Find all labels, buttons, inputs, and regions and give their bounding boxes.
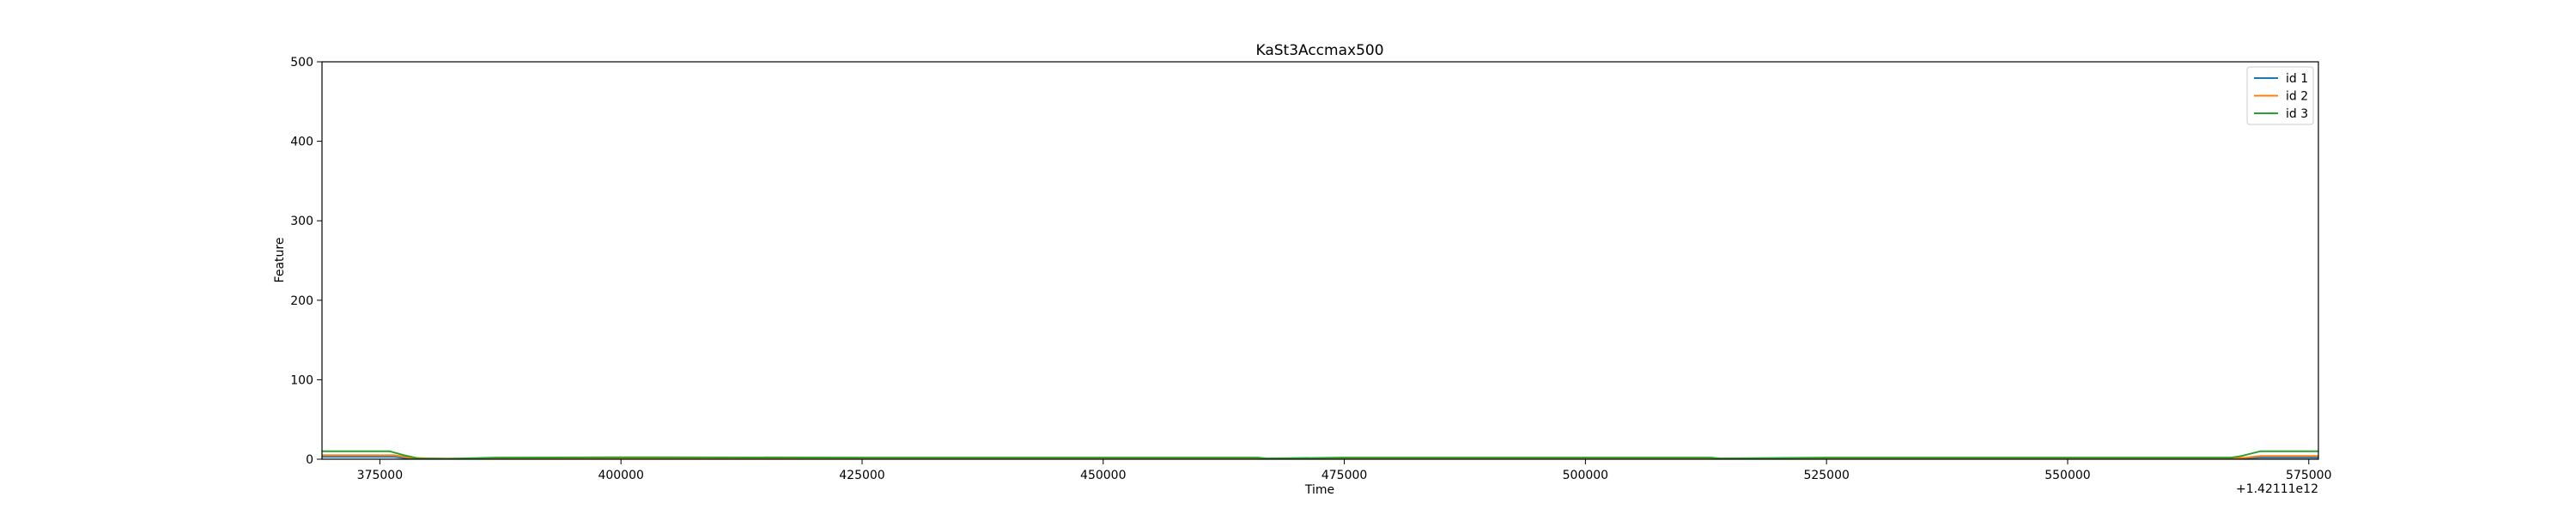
y-tick-label: 200 bbox=[290, 294, 313, 308]
x-tick-label: 525000 bbox=[1803, 469, 1849, 482]
legend-label-1: id 1 bbox=[2286, 72, 2308, 86]
legend-label-3: id 3 bbox=[2286, 107, 2308, 121]
plot-frame bbox=[321, 61, 2319, 460]
x-tick-label: 500000 bbox=[1563, 469, 1608, 482]
x-tick-label: 375000 bbox=[357, 469, 403, 482]
legend: id 1 id 2 id 3 bbox=[2246, 66, 2314, 125]
y-tick-label: 400 bbox=[290, 136, 313, 149]
y-tick-label: 500 bbox=[290, 56, 313, 70]
x-tick-label: 450000 bbox=[1080, 469, 1126, 482]
x-tick-label: 425000 bbox=[839, 469, 884, 482]
y-axis-ticks: 0 100 200 300 400 500 bbox=[290, 56, 322, 467]
y-tick-label: 300 bbox=[290, 215, 313, 228]
x-axis-label: Time bbox=[1304, 483, 1334, 497]
legend-box bbox=[2246, 66, 2314, 125]
y-tick-label: 100 bbox=[290, 373, 313, 387]
x-tick-label: 575000 bbox=[2286, 469, 2331, 482]
chart-title: KaSt3Accmax500 bbox=[1255, 42, 1383, 59]
series-line-3 bbox=[322, 450, 2318, 460]
x-tick-label: 475000 bbox=[1321, 469, 1367, 482]
y-tick-label: 0 bbox=[306, 453, 313, 467]
x-tick-label: 400000 bbox=[598, 469, 643, 482]
x-axis-ticks: 375000 400000 425000 450000 475000 500000 5250… bbox=[357, 459, 2331, 482]
x-tick-label: 550000 bbox=[2044, 469, 2090, 482]
x-axis-offset-label: +1.42111e12 bbox=[2236, 482, 2318, 496]
legend-label-2: id 2 bbox=[2286, 90, 2308, 104]
y-axis-label: Feature bbox=[273, 238, 287, 283]
series-lines bbox=[322, 450, 2318, 460]
